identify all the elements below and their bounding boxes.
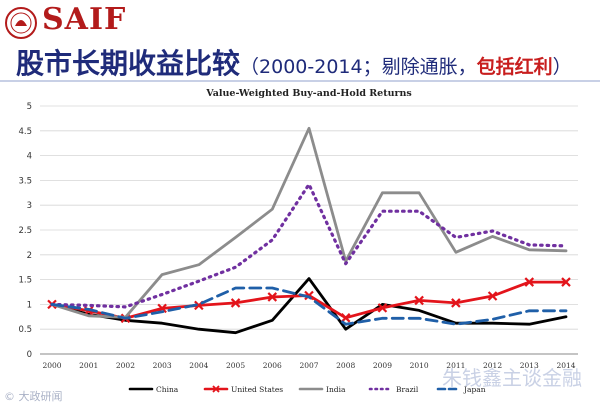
series-line-brazil <box>50 182 568 309</box>
y-tick-label: 1.5 <box>18 276 32 286</box>
title-main: 股市长期收益比较 <box>16 47 241 80</box>
data-point-united-states <box>524 277 535 287</box>
x-tick-label: 2010 <box>410 361 429 370</box>
y-tick-label: 5 <box>27 102 32 112</box>
title-divider <box>0 80 600 82</box>
y-tick-label: 2.5 <box>18 226 32 236</box>
y-tick-label: 3 <box>27 201 32 211</box>
x-tick-label: 2013 <box>520 361 539 370</box>
legend-marker-united-states <box>212 385 220 393</box>
corner-watermark: © 大政研闻 <box>4 390 63 403</box>
y-tick-label: 3.5 <box>18 176 32 186</box>
x-tick-label: 2001 <box>79 361 98 370</box>
x-tick-label: 2005 <box>226 361 245 370</box>
y-tick-label: 0.5 <box>18 325 32 335</box>
y-tick-label: 4 <box>27 152 32 162</box>
line-chart: Value-Weighted Buy-and-Hold Returns 0 0.5 1… <box>18 88 578 394</box>
x-tick-label: 2003 <box>153 361 172 370</box>
series-line-japan <box>50 286 568 326</box>
data-point-united-states <box>230 298 241 308</box>
wechat-watermark: 朱钱鑫主谈金融 <box>442 366 582 390</box>
saif-seal-logo <box>5 7 37 39</box>
y-tick-label: 0 <box>27 350 32 360</box>
y-tick-label: 2 <box>27 251 32 261</box>
x-tick-label: 2000 <box>42 361 61 370</box>
data-point-united-states <box>340 313 351 323</box>
title-sub-highlight: 包括红利 <box>476 56 553 78</box>
legend-label-japan: Japan <box>463 385 486 394</box>
x-tick-label: 2012 <box>483 361 502 370</box>
data-point-united-states <box>487 291 498 301</box>
x-tick-label: 2004 <box>189 361 208 370</box>
title-sub-open: （2000-2014；剔除通胀， <box>240 56 477 78</box>
x-tick-label: 2008 <box>336 361 355 370</box>
series-line-china <box>50 277 568 335</box>
y-tick-label: 4.5 <box>18 127 32 137</box>
x-tick-label: 2009 <box>373 361 392 370</box>
legend-label-united-states: United States <box>231 385 283 394</box>
data-point-united-states <box>561 277 571 287</box>
x-tick-label: 2006 <box>263 361 282 370</box>
x-tick-label: 2011 <box>446 361 465 370</box>
page-title: 股市长期收益比较（2000-2014；剔除通胀，包括红利） <box>16 42 572 82</box>
x-tick-label: 2014 <box>556 361 575 370</box>
x-tick-label: 2002 <box>116 361 135 370</box>
data-point-united-states <box>267 292 278 302</box>
x-tick-label: 2007 <box>299 361 318 370</box>
data-point-united-states <box>377 303 388 313</box>
chart-title: Value-Weighted Buy-and-Hold Returns <box>205 88 412 99</box>
brand-name: SAIF <box>42 2 127 37</box>
data-point-united-states <box>414 295 424 306</box>
y-tick-label: 1 <box>27 300 32 310</box>
series-line-india <box>50 126 568 319</box>
legend-label-china: China <box>156 385 179 394</box>
legend-label-india: India <box>326 385 346 394</box>
legend-label-brazil: Brazil <box>396 385 419 394</box>
title-sub-close: ） <box>552 56 572 78</box>
data-point-united-states <box>451 298 461 308</box>
